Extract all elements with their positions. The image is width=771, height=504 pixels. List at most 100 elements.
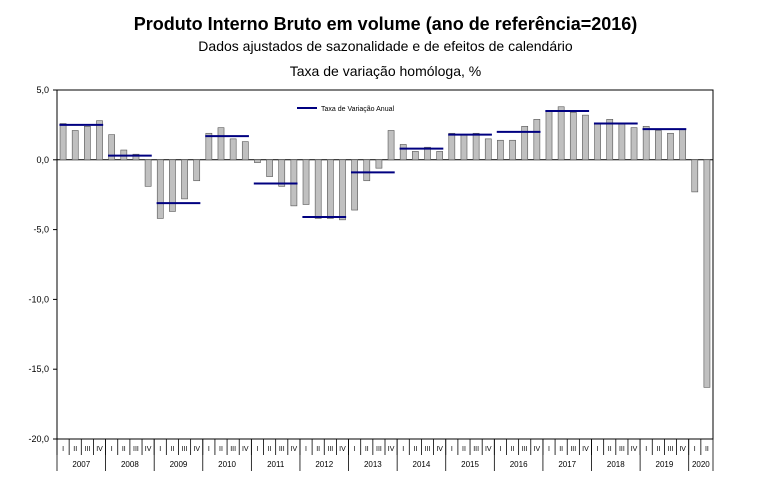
x-quarter-label: III bbox=[279, 446, 285, 453]
x-quarter-label: I bbox=[208, 446, 210, 453]
legend-label: Taxa de Variação Anual bbox=[321, 106, 394, 113]
bar bbox=[71, 130, 79, 161]
x-quarter-label: III bbox=[668, 446, 674, 453]
bar bbox=[241, 141, 249, 161]
x-quarter-label: I bbox=[451, 446, 453, 453]
bar bbox=[472, 132, 480, 161]
x-quarter-label: IV bbox=[339, 446, 346, 453]
x-quarter-label: II bbox=[219, 446, 223, 453]
x-quarter-label: IV bbox=[145, 446, 152, 453]
bar bbox=[533, 119, 541, 161]
bar bbox=[217, 127, 225, 161]
bar bbox=[545, 110, 553, 161]
bar bbox=[460, 134, 468, 161]
x-quarter-label: II bbox=[268, 446, 272, 453]
bar bbox=[326, 159, 334, 219]
y-tick-label: 5,0 bbox=[36, 85, 49, 95]
bar bbox=[375, 159, 383, 169]
x-quarter-label: IV bbox=[679, 446, 686, 453]
bar bbox=[630, 127, 638, 161]
bar bbox=[509, 139, 516, 161]
bar bbox=[132, 153, 140, 161]
y-tick-label: -15,0 bbox=[28, 364, 49, 374]
bar bbox=[557, 106, 565, 161]
bar bbox=[351, 159, 358, 211]
bar bbox=[569, 112, 577, 161]
x-quarter-label: I bbox=[256, 446, 258, 453]
x-quarter-label: III bbox=[230, 446, 236, 453]
x-year-label: 2009 bbox=[170, 460, 188, 469]
x-quarter-label: I bbox=[548, 446, 550, 453]
bar bbox=[618, 123, 626, 161]
x-quarter-label: II bbox=[413, 446, 417, 453]
bar bbox=[144, 159, 152, 187]
x-quarter-label: I bbox=[499, 446, 501, 453]
x-year-label: 2012 bbox=[315, 460, 333, 469]
x-quarter-label: II bbox=[462, 446, 466, 453]
y-axis-label: Taxa de variação homóloga, % bbox=[289, 63, 482, 79]
bar bbox=[278, 159, 286, 187]
x-quarter-label: IV bbox=[193, 446, 200, 453]
x-quarter-label: IV bbox=[534, 446, 541, 453]
x-quarter-label: III bbox=[619, 446, 625, 453]
bar bbox=[436, 151, 444, 161]
x-quarter-label: I bbox=[354, 446, 356, 453]
bar bbox=[363, 159, 371, 182]
bar bbox=[314, 159, 322, 219]
x-quarter-label: III bbox=[133, 446, 139, 453]
chart-subtitle: Dados ajustados de sazonalidade e de efe… bbox=[198, 38, 573, 54]
x-quarter-label: IV bbox=[96, 446, 103, 453]
bar bbox=[412, 151, 419, 161]
x-quarter-label: II bbox=[316, 446, 320, 453]
bar bbox=[169, 159, 176, 212]
x-year-label: 2011 bbox=[267, 460, 285, 469]
y-tick-label: 0,0 bbox=[36, 155, 49, 165]
x-quarter-label: II bbox=[73, 446, 77, 453]
x-year-label: 2017 bbox=[558, 460, 576, 469]
x-quarter-label: II bbox=[559, 446, 563, 453]
bar bbox=[96, 120, 103, 161]
x-quarter-label: III bbox=[570, 446, 576, 453]
x-quarter-label: IV bbox=[485, 446, 492, 453]
bar bbox=[84, 125, 91, 161]
bar bbox=[521, 125, 529, 161]
x-year-label: 2015 bbox=[461, 460, 479, 469]
bar bbox=[254, 159, 261, 163]
bar bbox=[642, 125, 650, 161]
bar bbox=[606, 119, 614, 161]
bar bbox=[193, 159, 201, 182]
y-tick-label: -10,0 bbox=[28, 294, 49, 304]
bar bbox=[387, 130, 395, 161]
x-quarter-label: IV bbox=[631, 446, 638, 453]
x-quarter-label: I bbox=[694, 446, 696, 453]
x-quarter-label: IV bbox=[582, 446, 589, 453]
x-year-label: 2019 bbox=[656, 460, 674, 469]
bar bbox=[424, 146, 431, 161]
x-quarter-label: II bbox=[705, 446, 709, 453]
bar bbox=[703, 159, 711, 388]
x-quarter-label: III bbox=[84, 446, 90, 453]
x-year-label: 2020 bbox=[692, 460, 710, 469]
x-quarter-label: I bbox=[62, 446, 64, 453]
bar bbox=[181, 159, 188, 200]
bar bbox=[594, 123, 601, 161]
bar bbox=[302, 159, 310, 205]
bar bbox=[266, 159, 273, 177]
bar bbox=[691, 159, 699, 193]
bar bbox=[59, 123, 67, 161]
x-quarter-label: I bbox=[402, 446, 404, 453]
x-year-label: 2014 bbox=[413, 460, 431, 469]
x-quarter-label: III bbox=[473, 446, 479, 453]
bar bbox=[654, 130, 662, 161]
x-quarter-label: II bbox=[656, 446, 660, 453]
x-quarter-label: III bbox=[522, 446, 528, 453]
x-quarter-label: III bbox=[376, 446, 382, 453]
x-quarter-label: III bbox=[182, 446, 188, 453]
bar bbox=[205, 132, 213, 161]
x-year-label: 2018 bbox=[607, 460, 625, 469]
x-quarter-label: III bbox=[425, 446, 431, 453]
x-quarter-label: II bbox=[511, 446, 515, 453]
x-quarter-label: IV bbox=[436, 446, 443, 453]
x-quarter-label: I bbox=[159, 446, 161, 453]
